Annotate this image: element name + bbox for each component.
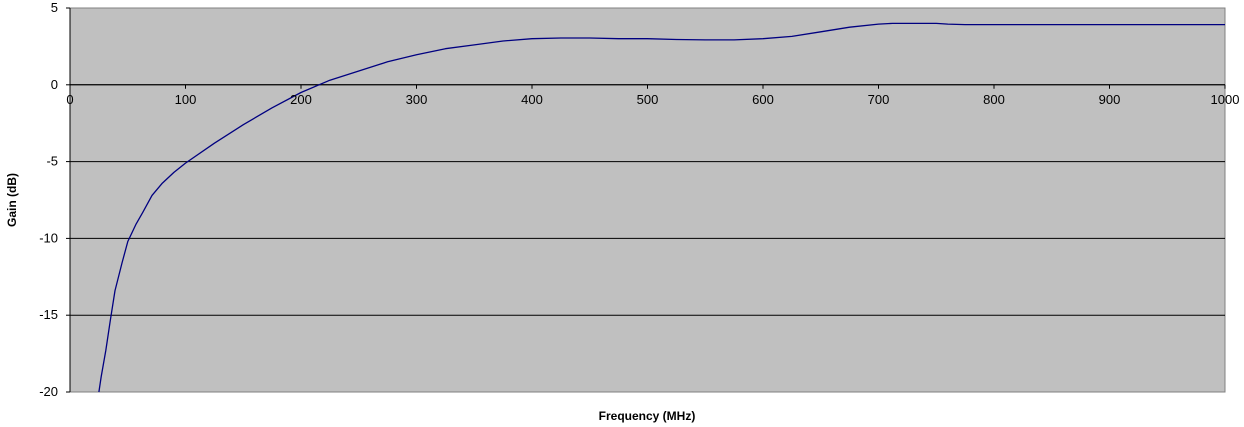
plot-area: [69, 7, 1226, 393]
x-axis-title: Frequency (MHz): [599, 409, 696, 423]
x-tick-label-9: 900: [1099, 92, 1121, 107]
y-tick-label-4: -15: [39, 307, 58, 322]
x-tick-label-0: 0: [66, 92, 73, 107]
y-tick-label-5: -20: [39, 384, 58, 399]
y-tick-label-3: -10: [39, 230, 58, 245]
series-line-0: [98, 22, 1225, 393]
x-tick-label-1: 100: [175, 92, 197, 107]
x-tick-label-10: 1000: [1211, 92, 1240, 107]
y-tick-label-2: -5: [46, 154, 58, 169]
x-tick-label-8: 800: [983, 92, 1005, 107]
x-tick-label-5: 500: [637, 92, 659, 107]
x-tick-label-3: 300: [406, 92, 428, 107]
x-tick-label-6: 600: [752, 92, 774, 107]
x-tick-label-2: 200: [290, 92, 312, 107]
x-tick-label-7: 700: [868, 92, 890, 107]
y-tick-label-0: 5: [51, 0, 58, 15]
series-layer: [98, 22, 1225, 393]
axes: [66, 7, 1226, 393]
y-tick-label-1: 0: [51, 77, 58, 92]
tick-labels: 5 0 -5 -10 -15 -20 0 100 200 300 400 500 600 700 800 90…: [39, 0, 1239, 399]
y-axis-title: Gain (dB): [5, 173, 19, 227]
x-tick-label-4: 400: [521, 92, 543, 107]
